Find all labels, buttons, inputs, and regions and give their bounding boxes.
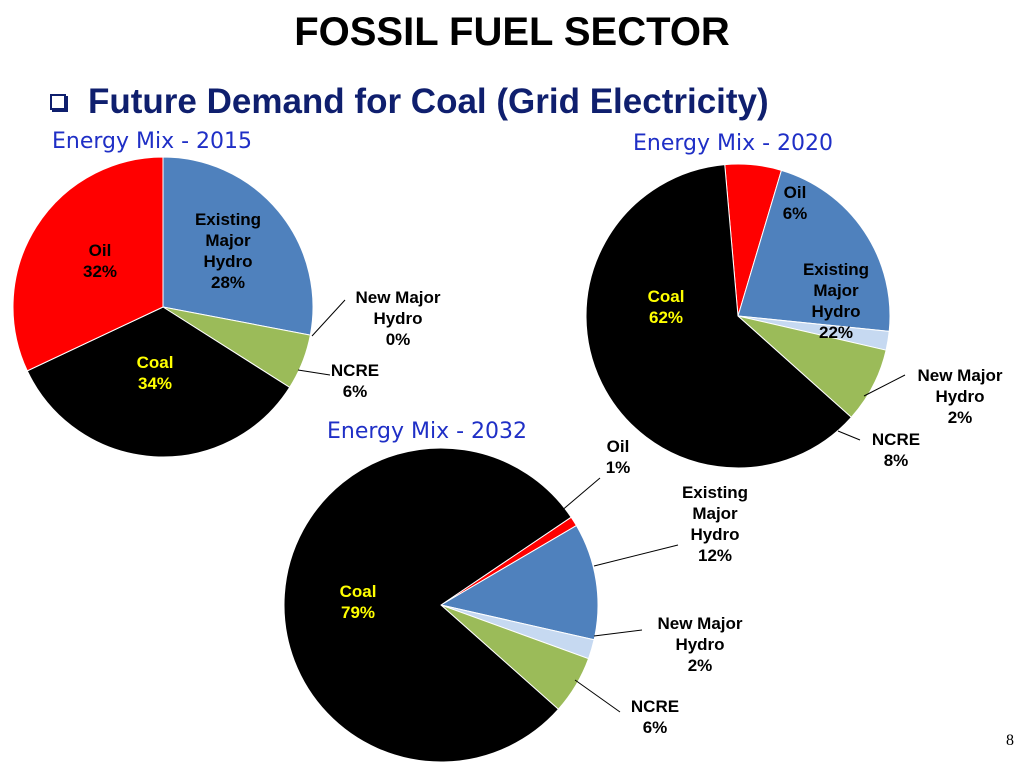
data-label-oil: Oil 6% xyxy=(783,183,808,223)
data-label-oil: Oil 32% xyxy=(83,241,117,281)
leader-line xyxy=(837,430,861,441)
leader-line xyxy=(863,374,906,397)
bullet-point: Future Demand for Coal (Grid Electricity… xyxy=(50,82,769,122)
leader-line xyxy=(593,544,679,567)
slice-coal xyxy=(585,164,853,469)
data-label-oil: Oil 1% xyxy=(606,437,631,477)
slice-existing-major-hydro xyxy=(162,156,314,336)
square-bullet-icon xyxy=(50,94,66,110)
bullet-text: Future Demand for Coal (Grid Electricity… xyxy=(88,82,769,121)
slice-existing-major-hydro xyxy=(737,169,891,332)
chart-title: Energy Mix - 2020 xyxy=(633,131,833,156)
chart-title: Energy Mix - 2032 xyxy=(327,419,527,444)
leader-line xyxy=(297,369,331,376)
pie-chart-energy-mix-2020: Energy Mix - 2020 Oil 6% Existing Major Hydro… xyxy=(585,131,1003,470)
data-label-existing-major-hydro: Existing Major Hydro 12% xyxy=(682,483,748,565)
chart-title: Energy Mix - 2015 xyxy=(52,129,252,154)
data-label-coal: Coal 79% xyxy=(340,582,377,622)
slice-existing-major-hydro xyxy=(439,524,599,641)
leader-line xyxy=(593,629,643,637)
data-label-coal: Coal 34% xyxy=(137,353,174,393)
data-label-new-major-hydro: New Major Hydro 2% xyxy=(917,366,1002,427)
data-label-ncre: NCRE 8% xyxy=(872,430,920,470)
slice-coal xyxy=(283,447,572,763)
data-label-existing-major-hydro: Existing Major Hydro 22% xyxy=(803,260,869,342)
leader-line xyxy=(574,679,621,713)
data-label-new-major-hydro: New Major Hydro 2% xyxy=(657,614,742,675)
slice-coal xyxy=(26,306,291,458)
leader-line xyxy=(559,477,601,513)
slice-oil xyxy=(12,156,164,372)
pie-chart-energy-mix-2015: Energy Mix - 2015 Existing Major Hydro 28% Ne… xyxy=(12,129,441,458)
leader-line xyxy=(311,299,346,337)
page-number: 8 xyxy=(1006,732,1014,749)
data-label-ncre: NCRE 6% xyxy=(331,361,379,401)
data-label-coal: Coal 62% xyxy=(648,287,685,327)
slide-title: FOSSIL FUEL SECTOR xyxy=(294,10,730,54)
pie-chart-energy-mix-2032: Energy Mix - 2032 Oil 1% Existing Major Hydro… xyxy=(283,419,748,763)
data-label-new-major-hydro: New Major Hydro 0% xyxy=(355,288,440,349)
data-label-existing-major-hydro: Existing Major Hydro 28% xyxy=(195,210,261,292)
data-label-ncre: NCRE 6% xyxy=(631,697,679,737)
